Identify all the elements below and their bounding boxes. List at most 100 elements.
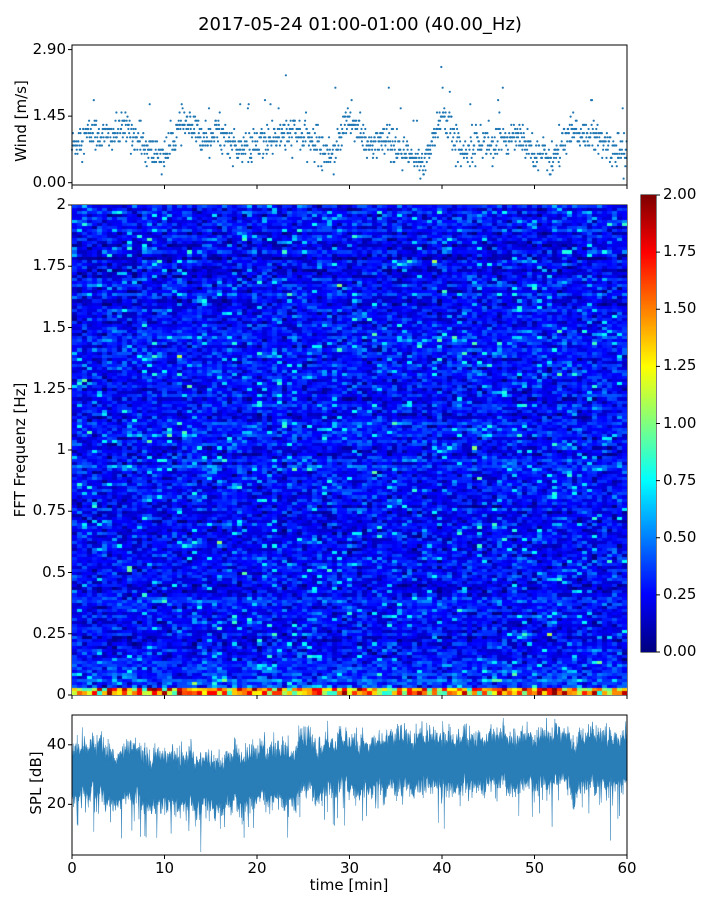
wind-point	[225, 132, 229, 135]
wind-point	[344, 115, 347, 118]
wind-point	[120, 111, 123, 114]
wind-point	[391, 127, 395, 131]
wind-point	[283, 132, 286, 135]
wind-point	[421, 152, 424, 155]
wind-point	[454, 148, 457, 151]
wind-point	[298, 127, 302, 131]
wind-point	[524, 140, 527, 143]
wind-point	[316, 123, 319, 126]
time-x-tick-label: 40	[432, 859, 452, 877]
wind-point	[455, 140, 458, 143]
wind-point	[187, 132, 191, 135]
wind-point	[454, 165, 457, 168]
wind-point	[169, 119, 172, 122]
wind-point	[301, 140, 305, 143]
wind-point	[249, 136, 252, 139]
wind-point	[424, 152, 427, 155]
wind-point	[380, 132, 383, 135]
wind-point	[474, 165, 477, 168]
wind-point	[457, 132, 460, 135]
wind-point	[535, 156, 538, 159]
wind-point	[100, 144, 103, 147]
wind-point	[518, 123, 521, 126]
wind-point	[532, 160, 535, 164]
wind-point	[275, 140, 278, 143]
wind-point	[573, 132, 577, 135]
wind-point	[327, 160, 330, 164]
freq-y-tick-label: 2	[56, 195, 66, 213]
wind-point	[456, 127, 459, 131]
wind-point	[237, 152, 240, 155]
wind-point	[196, 123, 199, 126]
wind-point	[312, 127, 315, 131]
wind-point	[305, 127, 308, 131]
wind-point	[547, 156, 550, 159]
wind-point	[117, 127, 120, 131]
wind-point	[579, 127, 583, 131]
wind-point	[532, 165, 536, 168]
wind-point	[193, 115, 197, 118]
wind-point	[437, 123, 440, 126]
wind-point	[331, 148, 334, 151]
wind-point	[360, 140, 363, 143]
wind-point	[379, 136, 382, 139]
wind-point	[545, 152, 548, 155]
wind-point	[289, 127, 293, 131]
wind-point	[139, 148, 142, 151]
wind-point	[453, 127, 456, 131]
wind-point	[624, 165, 627, 168]
wind-point	[144, 160, 147, 164]
wind-point	[264, 136, 267, 139]
spl-y-tick-label: 20	[46, 794, 66, 813]
wind-point	[176, 123, 179, 126]
wind-point	[203, 132, 206, 135]
wind-point	[365, 148, 368, 151]
wind-point	[575, 127, 578, 131]
wind-point	[330, 156, 333, 159]
wind-point	[88, 136, 91, 139]
wind-point	[160, 160, 163, 164]
wind-point	[337, 144, 340, 147]
wind-point	[266, 123, 269, 126]
wind-point	[114, 119, 117, 122]
wind-point	[278, 136, 281, 139]
wind-point	[619, 148, 622, 151]
wind-point	[270, 144, 273, 147]
freq-y-tick-label: 1.5	[42, 317, 66, 336]
wind-point	[595, 127, 598, 131]
wind-point	[189, 115, 192, 118]
wind-point	[470, 140, 473, 143]
wind-point	[88, 140, 91, 143]
wind-point	[227, 140, 230, 143]
wind-point	[228, 136, 231, 139]
wind-point	[199, 136, 202, 139]
wind-point	[578, 144, 582, 147]
wind-point	[564, 144, 567, 147]
wind-point	[215, 123, 218, 126]
wind-axis-label: Wind [m/s]	[12, 80, 30, 162]
wind-point	[427, 152, 430, 155]
wind-point	[82, 127, 85, 131]
wind-point	[348, 115, 351, 118]
wind-point	[223, 144, 226, 147]
wind-point	[150, 148, 153, 151]
wind-point	[548, 160, 551, 164]
wind-point	[96, 136, 99, 139]
wind-point	[498, 127, 501, 131]
wind-point	[431, 144, 434, 147]
wind-point	[615, 144, 618, 147]
wind-point	[195, 119, 198, 122]
wind-point	[370, 136, 373, 139]
wind-point	[123, 119, 126, 122]
wind-point	[124, 111, 127, 114]
wind-point	[608, 160, 612, 164]
wind-point	[213, 140, 216, 143]
wind-point	[567, 127, 570, 131]
wind-point	[605, 148, 608, 151]
wind-point	[391, 148, 394, 151]
wind-point	[234, 140, 237, 143]
wind-point	[163, 140, 166, 143]
wind-point	[355, 119, 358, 122]
wind-point	[419, 165, 422, 168]
wind-point	[98, 140, 101, 143]
